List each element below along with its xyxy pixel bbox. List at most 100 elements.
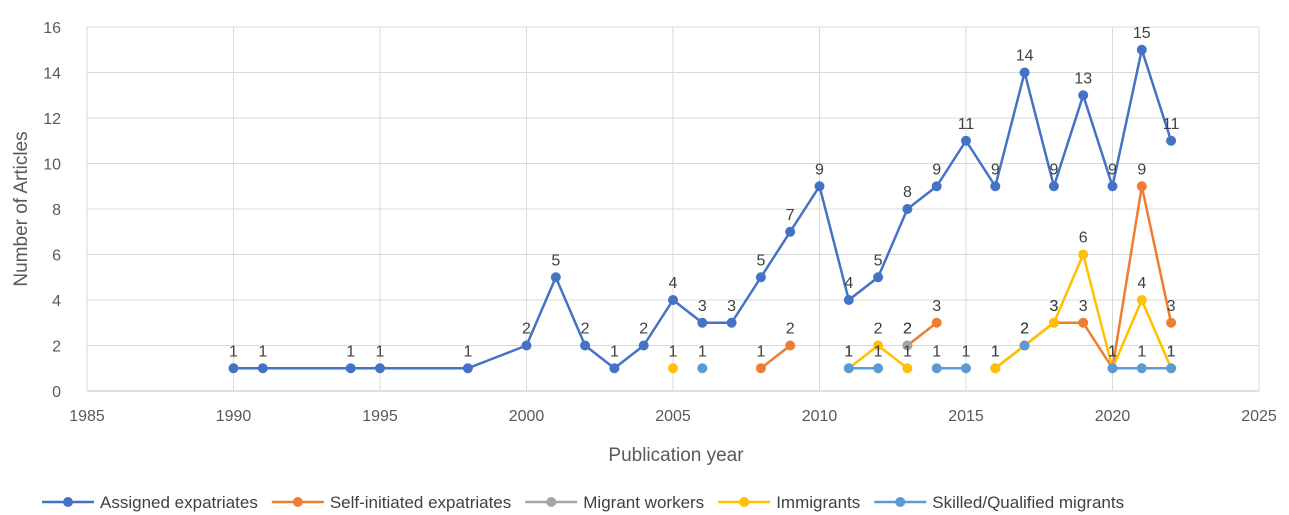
data-label: 9 (1137, 161, 1146, 178)
x-tick-label: 1995 (362, 408, 398, 425)
data-label: 6 (1079, 230, 1088, 247)
x-tick-label: 2025 (1241, 408, 1277, 425)
y-tick-label: 2 (52, 339, 61, 356)
data-point (1107, 363, 1118, 374)
legend-label: Skilled/Qualified migrants (932, 493, 1124, 512)
data-point (931, 363, 942, 374)
data-point (990, 363, 1001, 374)
data-label: 2 (522, 321, 531, 338)
data-point (580, 340, 591, 351)
data-point (462, 363, 473, 374)
data-point (931, 317, 942, 328)
series-line (760, 344, 791, 370)
data-point (521, 340, 532, 351)
data-label: 1 (962, 343, 971, 360)
data-point (1136, 44, 1147, 55)
data-label: 9 (1049, 161, 1058, 178)
data-label: 2 (903, 321, 912, 338)
data-point (785, 340, 796, 351)
data-label: 2 (1020, 321, 1029, 338)
data-point (697, 317, 708, 328)
data-point (755, 363, 766, 374)
data-label: 2 (874, 321, 883, 338)
data-label: 11 (958, 116, 975, 133)
data-label: 1 (463, 343, 472, 360)
legend-marker (546, 497, 557, 507)
series-5 (697, 340, 1177, 374)
data-point (609, 363, 620, 374)
data-point (1136, 363, 1147, 374)
data-point (375, 363, 385, 374)
series-group (228, 44, 1177, 374)
series-3 (902, 340, 913, 351)
data-label: 4 (669, 275, 678, 292)
x-axis-tick-labels: 1985 1990 1995 2000 2005 2010 2015 2020 2025 (69, 408, 1277, 425)
legend-marker (895, 497, 906, 507)
data-label: 1 (1108, 343, 1117, 360)
data-point (1166, 317, 1177, 328)
legend-marker (739, 497, 750, 507)
data-point (1078, 90, 1089, 101)
legend-item: Assigned expatriates (42, 493, 258, 512)
x-tick-label: 2015 (948, 408, 984, 425)
data-label: 9 (815, 161, 824, 178)
data-label: 2 (903, 321, 912, 338)
data-label: 1 (932, 343, 941, 360)
data-label: 1 (610, 343, 619, 360)
data-point (931, 181, 942, 192)
data-point (902, 363, 913, 374)
data-label: 9 (991, 161, 1000, 178)
data-point (843, 295, 854, 305)
data-label: 2 (1020, 321, 1029, 338)
data-point (550, 272, 561, 283)
y-axis-tick-labels: 0 2 4 6 8 10 12 14 16 (43, 20, 61, 401)
data-label: 9 (1108, 161, 1117, 178)
data-point (1166, 363, 1177, 374)
legend-item: Migrant workers (525, 493, 704, 512)
series-line (233, 48, 1173, 370)
data-label: 1 (844, 343, 853, 360)
data-point (1166, 135, 1177, 146)
data-point (1019, 340, 1030, 351)
data-point (902, 204, 913, 214)
data-point (873, 340, 884, 351)
data-label: 1 (874, 343, 883, 360)
data-label: 3 (932, 298, 941, 315)
data-label: 3 (1049, 298, 1058, 315)
data-point (1078, 317, 1089, 328)
data-point (1048, 181, 1059, 192)
data-point (843, 363, 854, 374)
data-point (345, 363, 356, 374)
data-point (1107, 181, 1118, 192)
data-label: 1 (1167, 343, 1176, 360)
y-tick-label: 6 (52, 248, 61, 265)
data-point (638, 340, 649, 351)
series-line (906, 321, 938, 347)
data-label: 1 (991, 343, 1000, 360)
data-point (1078, 249, 1089, 260)
legend-label: Assigned expatriates (100, 493, 258, 512)
data-label: 2 (1020, 321, 1029, 338)
data-label: 3 (1079, 298, 1088, 315)
legend-label: Migrant workers (583, 493, 704, 512)
y-tick-label: 12 (43, 111, 61, 128)
data-label: 3 (1049, 298, 1058, 315)
data-label: 1 (1167, 343, 1176, 360)
y-axis-title: Number of Articles (11, 131, 32, 286)
data-label: 2 (639, 321, 648, 338)
legend-item: Immigrants (718, 493, 860, 512)
y-tick-label: 4 (52, 293, 61, 310)
data-label: 11 (1163, 116, 1180, 133)
x-tick-label: 2005 (655, 408, 691, 425)
data-label: 1 (991, 343, 1000, 360)
data-point (1048, 317, 1059, 328)
x-tick-label: 2000 (509, 408, 545, 425)
data-label: 1 (1108, 343, 1117, 360)
legend-marker (63, 497, 73, 507)
data-label: 15 (1133, 25, 1151, 42)
data-point (755, 272, 766, 283)
data-point (902, 340, 913, 351)
data-label: 4 (844, 275, 853, 292)
